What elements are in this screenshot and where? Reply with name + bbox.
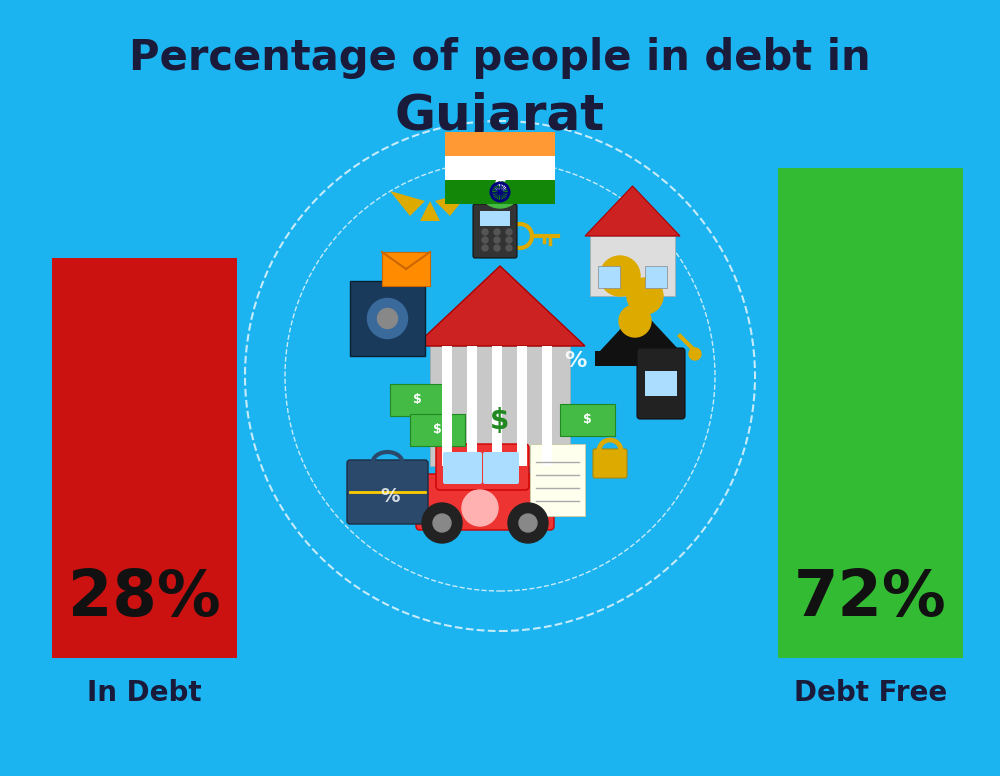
Bar [52, 258, 237, 658]
Bar [645, 266, 667, 288]
FancyBboxPatch shape [483, 452, 519, 484]
Text: Gujarat: Gujarat [395, 92, 605, 140]
Bar [410, 414, 465, 446]
Bar [382, 252, 430, 286]
Bar [645, 371, 677, 396]
Circle shape [378, 309, 398, 328]
Text: $: $ [413, 393, 422, 407]
Circle shape [494, 237, 500, 243]
FancyBboxPatch shape [347, 460, 428, 524]
Text: Debt Free: Debt Free [794, 679, 947, 707]
Bar [480, 211, 510, 226]
Text: %: % [380, 487, 400, 505]
Circle shape [368, 299, 408, 338]
Bar [390, 384, 445, 416]
Circle shape [519, 514, 537, 532]
Polygon shape [390, 191, 425, 216]
Text: $: $ [433, 424, 442, 436]
Text: %: % [564, 351, 586, 371]
Circle shape [506, 237, 512, 243]
FancyBboxPatch shape [443, 452, 482, 484]
Bar [442, 346, 452, 466]
Circle shape [252, 128, 748, 624]
Circle shape [478, 164, 522, 208]
Bar [542, 346, 552, 466]
Polygon shape [415, 266, 585, 346]
Bar [517, 346, 527, 466]
Circle shape [468, 491, 482, 505]
Text: $: $ [583, 414, 592, 427]
Polygon shape [435, 191, 470, 216]
Bar [445, 156, 555, 180]
Bar [778, 168, 963, 658]
Circle shape [433, 514, 451, 532]
Bar [467, 346, 477, 466]
Circle shape [508, 503, 548, 543]
Bar [530, 444, 585, 516]
Bar [560, 404, 615, 436]
Circle shape [506, 229, 512, 235]
Polygon shape [420, 201, 440, 221]
Circle shape [482, 237, 488, 243]
FancyBboxPatch shape [593, 449, 627, 478]
Bar [445, 132, 555, 156]
Bar [445, 180, 555, 204]
Circle shape [600, 256, 640, 296]
Circle shape [619, 305, 651, 337]
FancyBboxPatch shape [473, 204, 517, 258]
Circle shape [422, 503, 462, 543]
Bar [492, 346, 502, 466]
FancyBboxPatch shape [416, 474, 554, 530]
Circle shape [494, 245, 500, 251]
Circle shape [689, 348, 701, 360]
Text: $: $ [493, 176, 507, 196]
Bar [430, 346, 570, 466]
Text: $: $ [490, 407, 510, 435]
Bar [598, 266, 620, 288]
Circle shape [506, 245, 512, 251]
Circle shape [462, 490, 498, 526]
Bar [590, 236, 675, 296]
Text: Percentage of people in debt in: Percentage of people in debt in [129, 37, 871, 79]
Bar [350, 281, 425, 356]
Text: 72%: 72% [794, 567, 947, 629]
Text: In Debt: In Debt [87, 679, 202, 707]
Polygon shape [585, 186, 680, 236]
Circle shape [627, 278, 663, 314]
Polygon shape [600, 308, 680, 351]
Circle shape [482, 245, 488, 251]
Bar [595, 351, 685, 366]
Circle shape [482, 229, 488, 235]
Circle shape [499, 191, 501, 193]
FancyBboxPatch shape [637, 348, 685, 419]
Circle shape [494, 229, 500, 235]
Text: 28%: 28% [68, 567, 221, 629]
FancyBboxPatch shape [436, 444, 529, 490]
